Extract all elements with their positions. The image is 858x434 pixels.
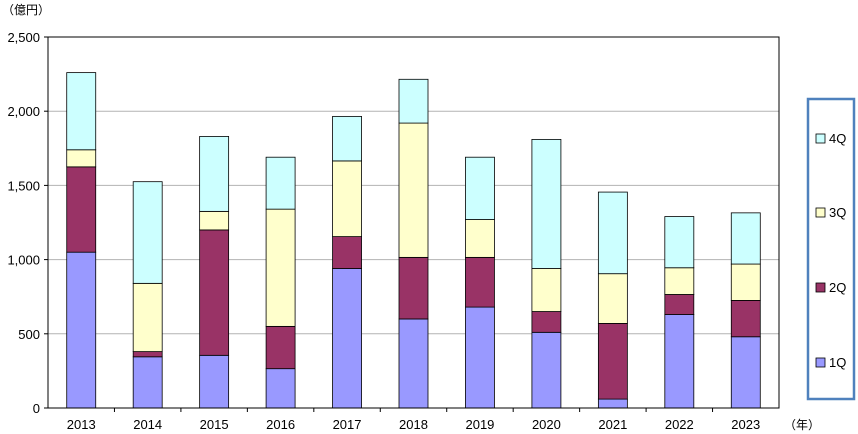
legend-label-3q: 3Q xyxy=(829,205,846,220)
bar-segment-3q-2014 xyxy=(132,282,163,353)
legend-items: 4Q 3Q 2Q 1Q xyxy=(815,131,846,370)
bar-segment-4q-2014 xyxy=(132,181,163,284)
legend-swatch-3q xyxy=(815,207,826,218)
y-tick-label: 2,500 xyxy=(7,30,40,45)
bar-segment-2q-2020 xyxy=(531,311,562,333)
bar-segment-3q-2018 xyxy=(398,122,429,258)
x-tick-label: 2017 xyxy=(333,417,362,432)
bar-segment-3q-2023 xyxy=(730,263,761,301)
bar-segment-1q-2020 xyxy=(531,331,562,409)
bar-segment-2q-2019 xyxy=(465,256,495,308)
y-tick-label: 1,500 xyxy=(7,178,40,193)
bars xyxy=(66,72,761,409)
bar-segment-2q-2017 xyxy=(332,236,362,269)
y-axis-ticks: 0 500 1,000 1,500 2,000 2,500 xyxy=(7,30,48,416)
bar-segment-3q-2021 xyxy=(597,273,628,324)
bar-segment-1q-2017 xyxy=(332,268,362,409)
bar-segment-2q-2016 xyxy=(265,325,296,370)
x-tick-label: 2018 xyxy=(399,417,428,432)
x-tick-label: 2015 xyxy=(200,417,229,432)
bar-segment-4q-2019 xyxy=(465,156,495,220)
bar-segment-2q-2015 xyxy=(199,229,230,356)
legend-label-2q: 2Q xyxy=(829,280,846,295)
bar-segment-4q-2016 xyxy=(265,156,296,210)
bar-segment-4q-2013 xyxy=(66,72,97,151)
x-axis-ticks: 2013 2014 2015 2016 2017 2018 2019 2020 2021 2022… xyxy=(67,408,760,432)
bar-segment-2q-2022 xyxy=(664,294,695,315)
y-tick-label: 500 xyxy=(18,327,40,342)
x-tick-label: 2021 xyxy=(598,417,627,432)
bar-segment-4q-2018 xyxy=(398,78,429,124)
bar-segment-4q-2017 xyxy=(332,115,362,162)
bar-segment-3q-2022 xyxy=(664,267,695,295)
plot-frame xyxy=(47,36,780,409)
bar-segment-1q-2021 xyxy=(597,398,628,409)
bar-segment-1q-2018 xyxy=(398,318,429,409)
bar-segment-3q-2017 xyxy=(332,160,362,237)
bar-segment-1q-2019 xyxy=(465,306,495,409)
x-tick-label: 2014 xyxy=(133,417,162,432)
bar-segment-4q-2022 xyxy=(664,216,695,269)
bar-segment-3q-2016 xyxy=(265,208,296,327)
y-tick-label: 2,000 xyxy=(7,104,40,119)
x-tick-label: 2022 xyxy=(665,417,694,432)
legend-swatch-1q xyxy=(815,357,826,368)
bar-segment-3q-2013 xyxy=(66,149,97,168)
bar-segment-3q-2015 xyxy=(199,210,230,231)
bar-segment-1q-2022 xyxy=(664,314,695,409)
legend-swatch-4q xyxy=(815,133,826,144)
y-tick-label: 0 xyxy=(33,401,40,416)
bar-segment-2q-2021 xyxy=(597,323,628,400)
bar-segment-2q-2013 xyxy=(66,166,97,253)
bar-segment-1q-2013 xyxy=(66,251,97,409)
x-tick-label: 2016 xyxy=(266,417,295,432)
legend-label-1q: 1Q xyxy=(829,355,846,370)
bar-segment-4q-2020 xyxy=(531,138,562,269)
bar-segment-4q-2023 xyxy=(730,212,761,265)
legend-label-4q: 4Q xyxy=(829,131,846,146)
bar-segment-1q-2016 xyxy=(265,368,296,409)
y-axis-unit-label: （億円） xyxy=(2,3,50,17)
x-tick-label: 2013 xyxy=(67,417,96,432)
bar-segment-3q-2019 xyxy=(465,219,495,258)
y-tick-label: 1,000 xyxy=(7,253,40,268)
x-tick-label: 2020 xyxy=(532,417,561,432)
bar-segment-3q-2020 xyxy=(531,268,562,312)
bar-segment-1q-2023 xyxy=(730,336,761,409)
bar-segment-1q-2015 xyxy=(199,354,230,409)
bar-segment-2q-2014 xyxy=(132,351,163,358)
bar-segment-4q-2015 xyxy=(199,136,230,212)
bar-segment-1q-2014 xyxy=(132,356,163,409)
bar-segment-4q-2021 xyxy=(597,191,628,275)
x-tick-label: 2023 xyxy=(731,417,760,432)
x-tick-label: 2019 xyxy=(465,417,494,432)
bar-segment-2q-2018 xyxy=(398,256,429,320)
x-axis-unit-label: （年） xyxy=(784,418,820,432)
legend-swatch-2q xyxy=(815,282,826,293)
legend xyxy=(806,97,856,401)
bar-segment-2q-2023 xyxy=(730,300,761,338)
